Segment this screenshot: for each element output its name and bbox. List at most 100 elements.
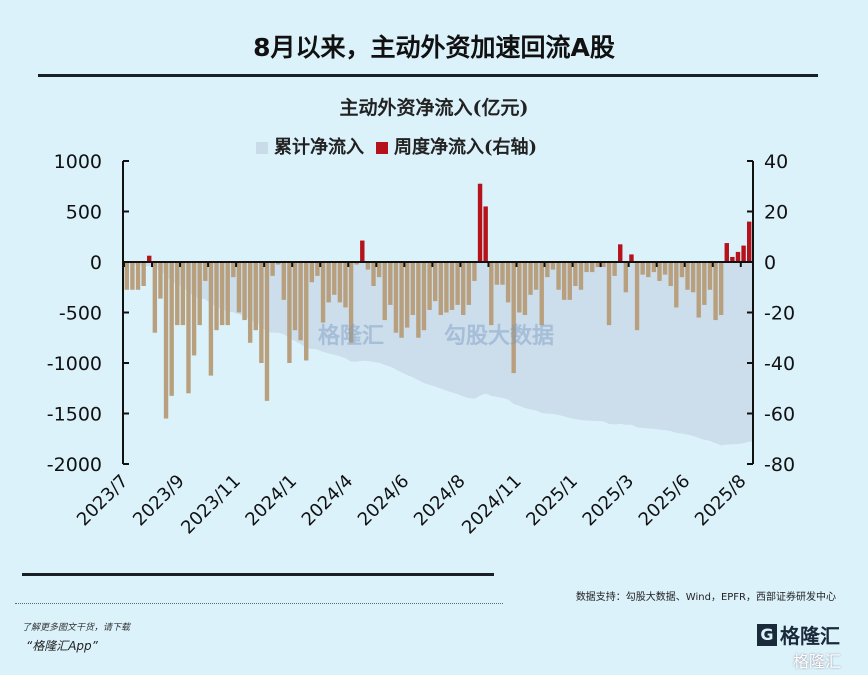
x-tick-label: 2023/7 [73, 471, 133, 531]
weekly-bar [130, 262, 135, 290]
weekly-bar [135, 262, 141, 290]
weekly-bar [741, 245, 746, 262]
weekly-bar [657, 262, 662, 281]
weekly-bar [231, 262, 236, 278]
weekly-bar [320, 262, 326, 323]
weekly-bar [646, 262, 651, 278]
weekly-bar [376, 262, 382, 278]
x-tick-label: 2023/11 [177, 471, 245, 539]
weekly-bar [466, 262, 472, 305]
weekly-bar [618, 244, 623, 262]
weekly-bar [416, 262, 421, 338]
weekly-bar [326, 262, 331, 303]
watermark-gogudata: 勾股大数据 [444, 324, 555, 349]
divider [38, 74, 818, 77]
weekly-bar [477, 183, 483, 262]
weekly-bar [332, 262, 337, 295]
weekly-bar [371, 262, 376, 286]
data-source: 数据支持：勾股大数据、Wind，EPFR，西部证券研发中心 [575, 592, 836, 603]
weekly-bar [343, 262, 348, 308]
weekly-bar [203, 262, 208, 281]
x-tick-label: 2025/3 [579, 471, 639, 531]
weekly-bar [242, 262, 247, 321]
weekly-bar [388, 262, 393, 305]
dotted-divider [15, 603, 503, 604]
weekly-bar [270, 262, 275, 276]
weekly-bar [679, 262, 685, 278]
weekly-bar [298, 262, 303, 341]
weekly-bar [539, 262, 544, 326]
weekly-bar [685, 262, 690, 290]
weekly-bar [629, 254, 634, 262]
weekly-bar [483, 206, 488, 262]
weekly-bar [634, 262, 640, 331]
weekly-bar [511, 262, 516, 374]
x-tick-label: 2024/11 [458, 471, 526, 539]
weekly-bar [360, 240, 365, 262]
weekly-bar [191, 262, 197, 356]
x-tick-label: 2024/4 [298, 471, 358, 531]
weekly-bar [724, 243, 729, 262]
weekly-bar [404, 262, 410, 328]
weekly-bar [713, 262, 718, 321]
weekly-bar [662, 262, 668, 275]
left-tick-label: -2000 [47, 454, 102, 476]
weekly-bar [556, 262, 561, 290]
weekly-bar [472, 262, 477, 281]
x-tick-label: 2025/1 [522, 471, 582, 531]
weekly-bar [219, 262, 225, 326]
left-tick-label: 500 [66, 202, 102, 224]
weekly-bar [668, 262, 673, 286]
weekly-bar [550, 262, 556, 270]
weekly-bar [730, 256, 735, 262]
page-title: 8月以来，主动外资加速回流A股 [253, 33, 615, 62]
weekly-bar [354, 262, 359, 265]
weekly-bar [382, 262, 387, 321]
x-tick-label: 2025/8 [691, 471, 751, 531]
weekly-bar [595, 262, 601, 268]
left-tick-label: -1000 [47, 353, 102, 375]
left-tick-label: -1500 [47, 404, 102, 426]
right-tick-label: -40 [764, 353, 795, 375]
weekly-bar [500, 262, 505, 285]
weekly-bar [640, 262, 645, 275]
weekly-bar [315, 262, 320, 276]
weekly-bar [281, 262, 287, 300]
weekly-bar [337, 262, 343, 303]
weekly-bar [247, 262, 253, 343]
weekly-bar [455, 262, 460, 305]
cumulative-area [124, 262, 752, 446]
weekly-bar [601, 262, 606, 268]
weekly-bar [489, 262, 494, 326]
weekly-bar [348, 262, 354, 343]
legend: 累计净流入 周度净流入(右轴) [256, 133, 537, 159]
weekly-bar [561, 262, 567, 300]
logo-g-icon: G [757, 623, 777, 646]
weekly-bar [175, 262, 180, 326]
weekly-bar [292, 262, 298, 331]
weekly-bar [690, 262, 696, 293]
right-tick-label: -20 [764, 303, 795, 325]
weekly-bar [152, 262, 158, 333]
weekly-bar [410, 262, 415, 316]
weekly-bar [589, 262, 595, 273]
right-tick-label: -80 [764, 454, 795, 476]
weekly-bar [432, 262, 438, 302]
chart-title: 主动外资净流入(亿元) [339, 97, 529, 119]
weekly-bar [505, 262, 511, 303]
weekly-bar [197, 262, 202, 326]
weekly-bar [399, 262, 404, 338]
weekly-bar [421, 262, 427, 331]
x-tick-label: 2024/6 [354, 471, 414, 531]
weekly-bar [163, 262, 169, 419]
weekly-bar [545, 262, 550, 278]
legend-weekly: 周度净流入(右轴) [376, 133, 537, 159]
weekly-bar [702, 262, 707, 305]
weekly-bar [124, 262, 130, 290]
weekly-bar [304, 262, 309, 361]
weekly-bar [517, 262, 522, 313]
right-tick-label: 20 [764, 202, 788, 224]
weekly-bar [147, 255, 152, 262]
weekly-bar [449, 262, 455, 310]
weekly-bar [264, 262, 270, 401]
